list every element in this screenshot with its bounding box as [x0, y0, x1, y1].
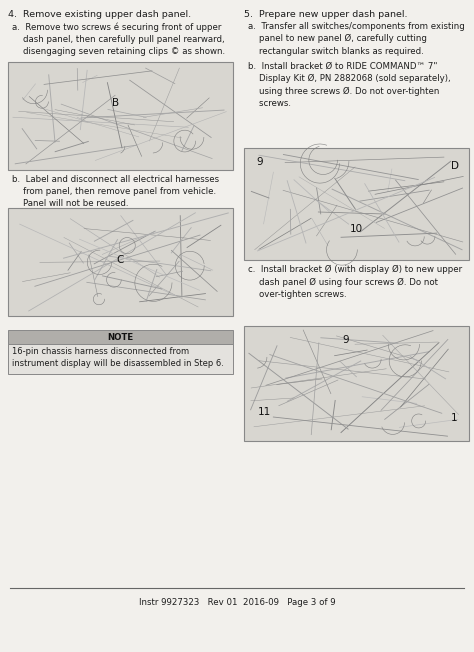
Text: a.  Transfer all switches/components from existing
    panel to new panel Ø, car: a. Transfer all switches/components from… [248, 22, 465, 55]
Text: 9: 9 [256, 157, 263, 167]
Text: C: C [117, 255, 124, 265]
Text: 16-pin chassis harness disconnected from
instrument display will be disassembled: 16-pin chassis harness disconnected from… [12, 347, 224, 368]
Bar [8, 344, 233, 374]
Bar [244, 148, 469, 260]
Text: 5.  Prepare new upper dash panel.: 5. Prepare new upper dash panel. [244, 10, 408, 19]
Text: 1: 1 [450, 413, 457, 423]
Text: D: D [451, 161, 459, 171]
Bar [8, 62, 233, 170]
Text: Instr 9927323   Rev 01  2016-09   Page 3 of 9: Instr 9927323 Rev 01 2016-09 Page 3 of 9 [139, 598, 335, 607]
Text: NOTE: NOTE [108, 333, 134, 342]
Text: c.  Install bracket Ø (with display Ø) to new upper
    dash panel Ø using four : c. Install bracket Ø (with display Ø) to… [248, 265, 462, 299]
Text: a.  Remove two screws é securing front of upper
    dash panel, then carefully p: a. Remove two screws é securing front of… [12, 22, 225, 56]
Bar [8, 208, 233, 316]
Text: 11: 11 [258, 408, 271, 417]
Text: 9: 9 [342, 335, 348, 345]
Text: B: B [112, 98, 119, 108]
Bar [8, 330, 233, 344]
Text: b.  Install bracket Ø to RIDE COMMAND™ 7"
    Display Kit Ø, PN 2882068 (sold se: b. Install bracket Ø to RIDE COMMAND™ 7"… [248, 62, 451, 108]
Bar [244, 326, 469, 441]
Text: b.  Label and disconnect all electrical harnesses
    from panel, then remove pa: b. Label and disconnect all electrical h… [12, 175, 219, 208]
Text: 10: 10 [350, 224, 363, 233]
Text: 4.  Remove existing upper dash panel.: 4. Remove existing upper dash panel. [8, 10, 191, 19]
